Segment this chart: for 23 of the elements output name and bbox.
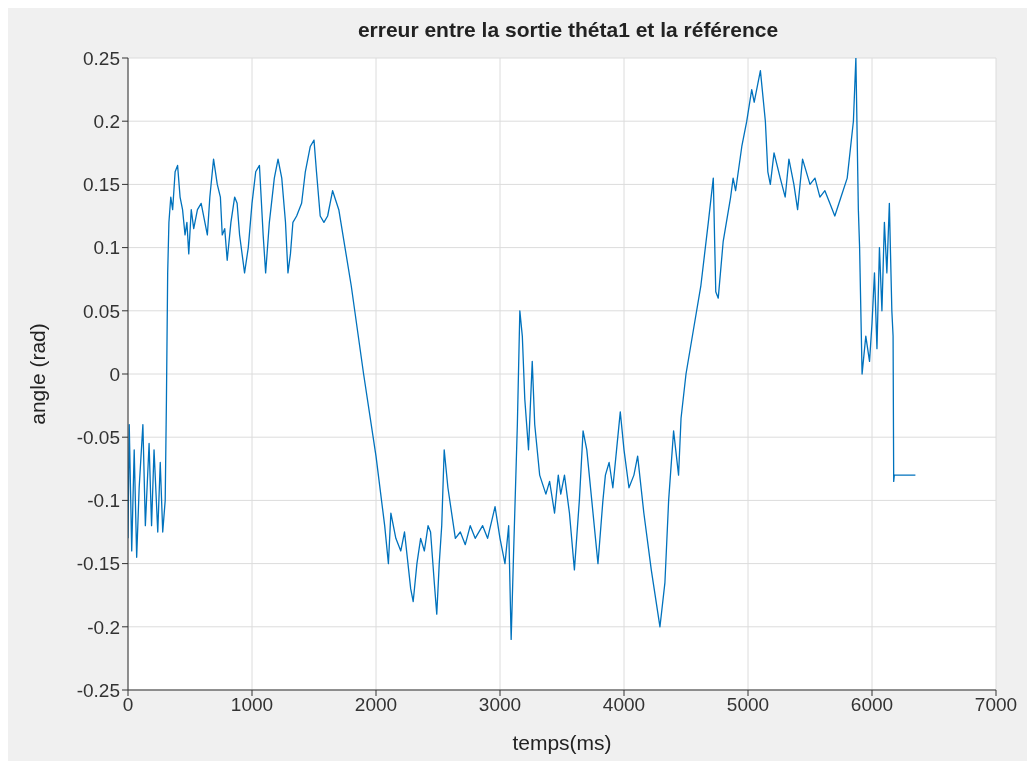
x-tick-label: 5000 <box>726 694 770 716</box>
y-tick-label: -0.1 <box>87 490 120 512</box>
x-tick-label: 6000 <box>850 694 894 716</box>
y-tick-label: -0.15 <box>76 553 120 575</box>
y-tick-label: 0.05 <box>83 300 120 322</box>
y-tick-label: 0 <box>109 363 120 385</box>
x-tick-label: 4000 <box>602 694 646 716</box>
x-tick-label: 0 <box>122 694 134 716</box>
chart-title: erreur entre la sortie théta1 et la référence <box>356 18 780 42</box>
x-tick-label: 2000 <box>354 694 398 716</box>
x-tick-label: 1000 <box>230 694 274 716</box>
x-tick-label: 7000 <box>974 694 1018 716</box>
y-tick-label: 0.25 <box>83 47 120 69</box>
y-tick-label: 0.2 <box>93 110 120 132</box>
y-tick-label: 0.1 <box>93 237 120 259</box>
x-tick-label: 3000 <box>478 694 522 716</box>
y-tick-label: -0.05 <box>76 426 120 448</box>
y-axis-title: angle (rad) <box>26 323 50 425</box>
y-tick-label: 0.15 <box>83 174 120 196</box>
y-tick-label: -0.2 <box>87 616 120 638</box>
line-series <box>128 58 917 641</box>
x-axis-title: temps(ms) <box>512 731 612 754</box>
y-tick-label: -0.25 <box>76 679 120 701</box>
